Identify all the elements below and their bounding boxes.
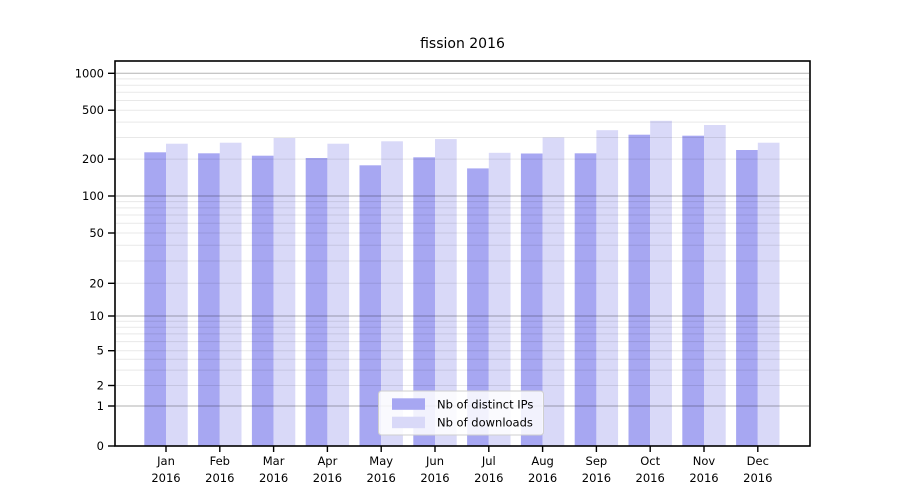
bar-jan-ips	[144, 152, 166, 447]
x-tick-label-month: Aug	[531, 454, 553, 468]
x-tick-label-year: 2016	[313, 471, 342, 485]
y-tick-label: 50	[89, 226, 104, 240]
legend-label: Nb of downloads	[437, 416, 533, 430]
y-tick-label: 10	[89, 309, 104, 323]
legend-swatch	[392, 416, 425, 429]
x-tick-label-month: Mar	[263, 454, 285, 468]
x-tick-label-year: 2016	[636, 471, 665, 485]
x-tick-label-year: 2016	[151, 471, 180, 485]
x-tick-label-year: 2016	[367, 471, 396, 485]
legend-label: Nb of distinct IPs	[437, 397, 533, 411]
bar-mar-ips	[251, 155, 274, 446]
bar-nov-downloads	[704, 125, 726, 446]
x-tick-label-year: 2016	[259, 471, 288, 485]
y-tick-label: 20	[89, 276, 104, 290]
gridlines	[116, 72, 809, 407]
x-tick-label-year: 2016	[743, 471, 772, 485]
bar-feb-downloads	[219, 142, 242, 446]
y-tick-label: 5	[97, 344, 104, 358]
x-tick-label-month: Apr	[317, 454, 337, 468]
x-tick-label-year: 2016	[689, 471, 718, 485]
bar-apr-downloads	[327, 143, 350, 446]
x-tick-label-month: Sep	[586, 454, 608, 468]
x-tick-label-year: 2016	[420, 471, 449, 485]
x-tick-label-month: Jan	[156, 454, 175, 468]
bars-distinct-ips	[144, 134, 758, 447]
bar-nov-ips	[682, 135, 704, 446]
y-tick-label: 200	[82, 152, 104, 166]
x-tick-label-year: 2016	[528, 471, 557, 485]
y-tick-label: 100	[82, 189, 104, 203]
bar-jun-ips	[413, 157, 435, 447]
bar-sep-downloads	[596, 130, 619, 446]
bar-oct-downloads	[650, 120, 672, 447]
x-tick-label-month: Jun	[425, 454, 444, 468]
x-tick-label-month: Jul	[481, 454, 496, 468]
bar-aug-ips	[520, 153, 543, 446]
x-tick-label-month: Dec	[747, 454, 769, 468]
bars-downloads	[166, 120, 780, 447]
bar-jul-downloads	[488, 152, 511, 447]
bar-jun-downloads	[435, 139, 457, 446]
bar-oct-ips	[628, 134, 651, 446]
y-tick-label: 1000	[75, 66, 104, 80]
x-tick-label-month: May	[369, 454, 393, 468]
x-axis: Jan 2016 Feb 2016 Mar 2016 Apr 2016 May 2016 Jun 20…	[151, 446, 772, 485]
bar-sep-ips	[574, 153, 597, 447]
x-tick-label-year: 2016	[582, 471, 611, 485]
bar-apr-ips	[305, 158, 328, 446]
bar-may-ips	[359, 165, 382, 447]
y-tick-label: 2	[97, 379, 104, 393]
y-tick-label: 0	[97, 439, 104, 453]
x-tick-label-month: Nov	[693, 454, 716, 468]
plot-border	[114, 60, 811, 447]
bar-may-downloads	[381, 141, 403, 447]
y-tick-label: 1	[97, 399, 104, 413]
x-tick-label-month: Feb	[210, 454, 230, 468]
x-tick-label-month: Oct	[640, 454, 660, 468]
x-tick-label-year: 2016	[205, 471, 234, 485]
bar-jul-ips	[467, 168, 489, 446]
bar-aug-downloads	[542, 137, 565, 446]
bar-dec-ips	[736, 150, 758, 446]
bar-feb-ips	[198, 153, 220, 447]
y-tick-label: 500	[82, 103, 104, 117]
chart-title: fission 2016	[420, 36, 505, 52]
bar-dec-downloads	[757, 142, 780, 446]
legend-swatch	[392, 398, 425, 410]
x-tick-label-year: 2016	[474, 471, 503, 485]
bar-mar-downloads	[273, 138, 296, 446]
bar-jan-downloads	[166, 143, 188, 446]
y-axis: 0 1 2 5 10 20 50 100 200 500 1000	[75, 66, 115, 453]
legend: Nb of distinct IPs Nb of downloads	[378, 390, 544, 436]
